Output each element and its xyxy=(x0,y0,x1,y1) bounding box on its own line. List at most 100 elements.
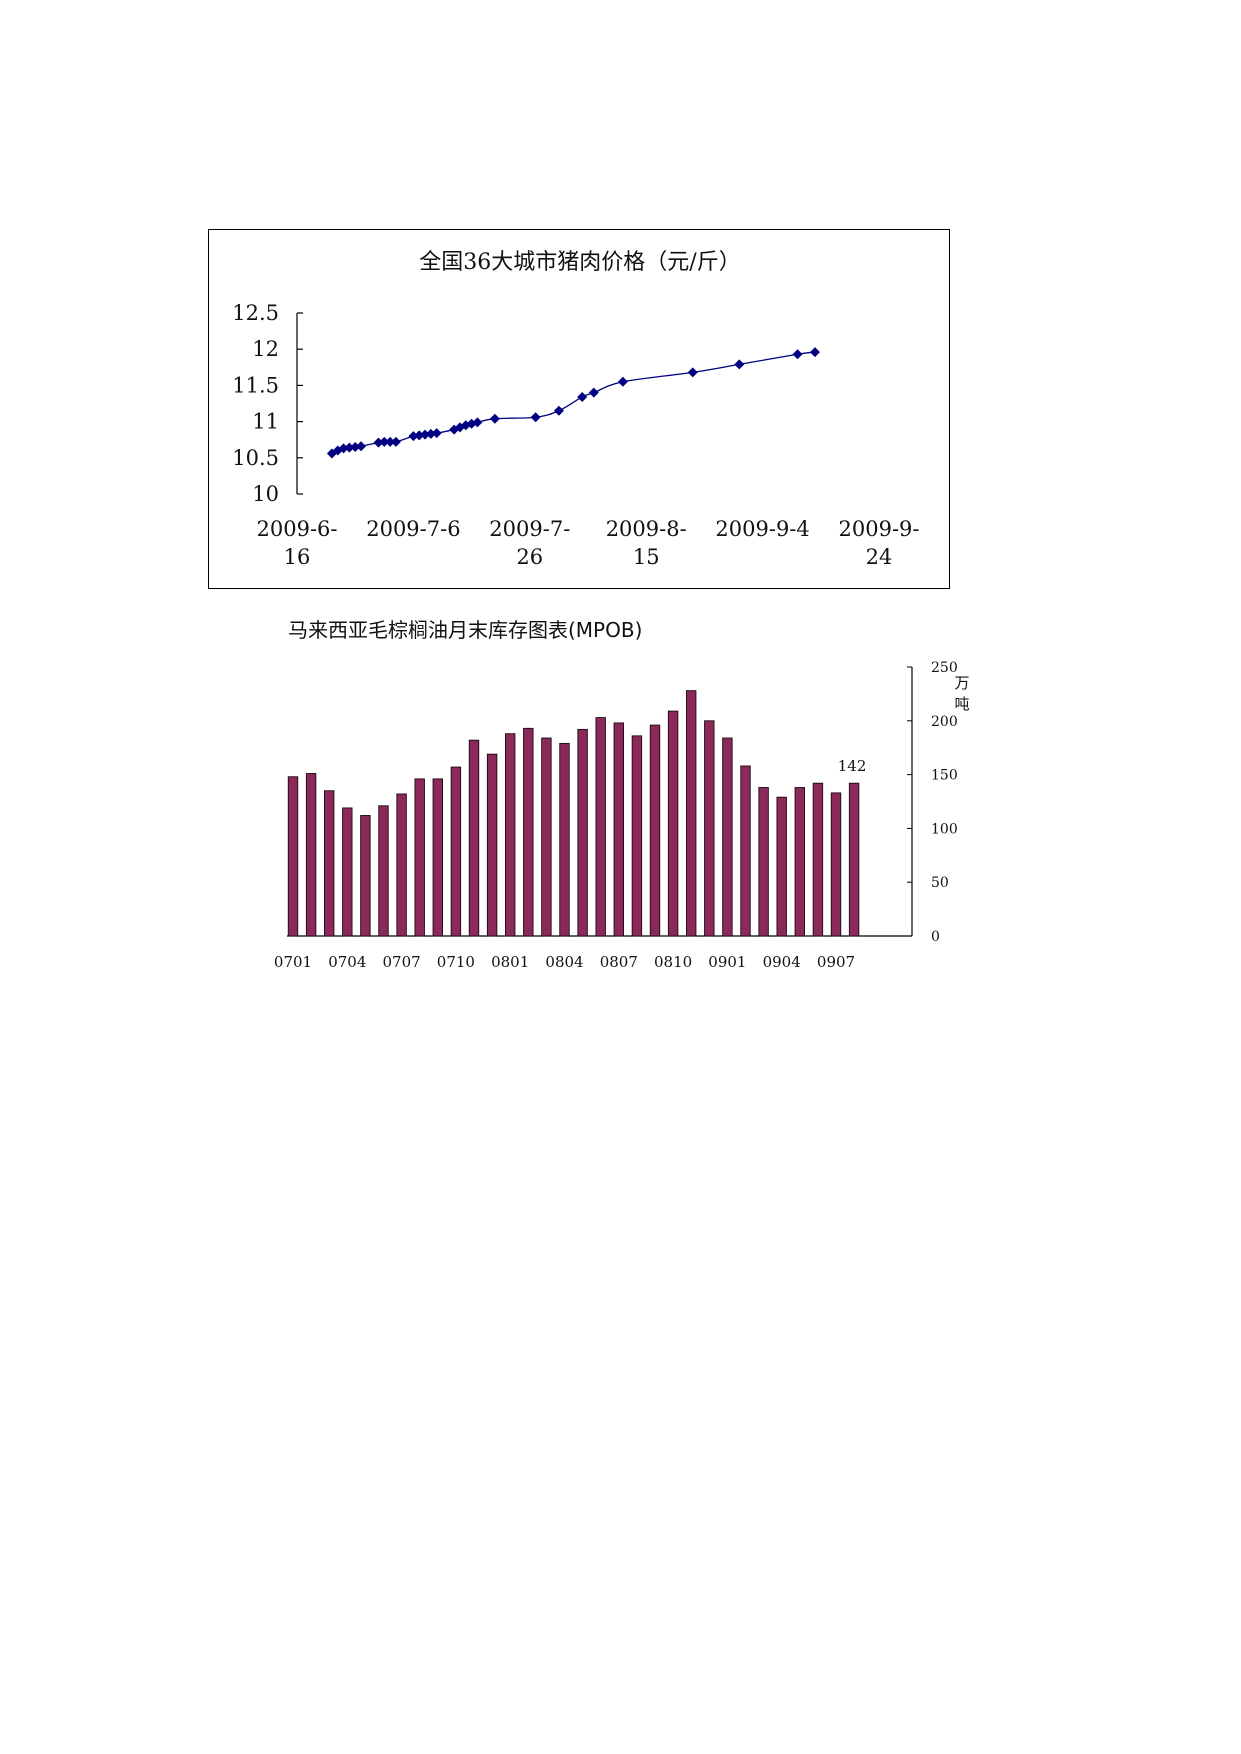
data-point xyxy=(687,367,698,378)
y-tick-label: 12.5 xyxy=(232,301,279,325)
unit-label: 吨 xyxy=(954,695,969,713)
x-tick-label: 0901 xyxy=(708,953,746,971)
data-point xyxy=(414,430,425,441)
data-point xyxy=(379,436,390,447)
bar xyxy=(631,735,643,937)
bar xyxy=(323,790,335,937)
bar xyxy=(559,742,570,937)
bar xyxy=(486,753,498,937)
data-point xyxy=(449,424,460,435)
data-point xyxy=(425,428,436,439)
x-tick-label: 0810 xyxy=(654,953,692,971)
x-tick-label: 0907 xyxy=(817,953,855,971)
bar xyxy=(613,722,624,937)
x-tick-label: 16 xyxy=(284,545,311,569)
bar xyxy=(848,782,860,937)
bar xyxy=(523,727,534,937)
data-point xyxy=(373,437,384,448)
y-tick-label: 10 xyxy=(252,482,279,506)
chart-title: 马来西亚毛棕榈油月末库存图表(MPOB) xyxy=(288,618,643,642)
bar xyxy=(577,728,588,937)
x-tick-label: 0701 xyxy=(274,953,312,971)
bar xyxy=(649,724,661,937)
data-point xyxy=(617,376,628,387)
bar xyxy=(740,765,751,937)
bar xyxy=(378,805,389,937)
data-point xyxy=(454,422,465,433)
pork-price-plot: 12.5 12 11.5 11 10.5 10 2009-6- 16 2009-7-6 2009-… xyxy=(232,301,920,569)
bar xyxy=(686,690,697,937)
bar xyxy=(667,710,679,937)
x-tick-label: 0710 xyxy=(437,953,475,971)
data-point xyxy=(734,359,745,370)
bar xyxy=(704,720,715,937)
bar xyxy=(776,796,787,937)
bar xyxy=(360,815,371,937)
bar xyxy=(758,787,769,937)
x-tick-label: 0904 xyxy=(763,953,801,971)
data-point xyxy=(472,417,483,428)
y-tick-label: 12 xyxy=(252,337,279,361)
bar xyxy=(794,787,805,937)
data-point xyxy=(390,436,401,447)
data-point xyxy=(792,349,803,360)
data-point xyxy=(350,441,361,452)
y-tick-label: 0 xyxy=(931,929,940,945)
bar xyxy=(722,737,733,937)
x-tick-label: 2009-9- xyxy=(839,517,920,541)
bar xyxy=(432,778,444,937)
bar xyxy=(504,733,516,937)
bar xyxy=(541,737,552,937)
data-point xyxy=(553,405,564,416)
bar xyxy=(450,766,462,937)
bar xyxy=(287,776,299,937)
palm-oil-inventory-plot: 250 200 150 100 50 0 万吨 0701 0704 0707 0710 0801 080… xyxy=(274,660,970,971)
data-label: 142 xyxy=(838,757,867,775)
data-point xyxy=(420,429,431,440)
bar xyxy=(414,778,425,937)
bar xyxy=(468,739,480,937)
x-tick-label: 24 xyxy=(866,545,893,569)
y-tick-label: 150 xyxy=(931,768,958,784)
data-point xyxy=(530,412,541,423)
unit-label: 万 xyxy=(954,674,969,692)
x-tick-label: 2009-6- xyxy=(257,517,338,541)
x-tick-label: 26 xyxy=(516,545,543,569)
x-tick-label: 0707 xyxy=(383,953,421,971)
data-point xyxy=(431,428,442,439)
y-tick-label: 11 xyxy=(252,410,279,434)
x-tick-label: 2009-7- xyxy=(489,517,570,541)
data-point xyxy=(338,443,349,454)
x-tick-label: 0804 xyxy=(545,953,583,971)
chart-title: 全国36大城市猪肉价格（元/斤） xyxy=(419,250,741,275)
data-point xyxy=(408,431,419,442)
bar xyxy=(396,793,407,937)
x-tick-label: 0704 xyxy=(328,953,366,971)
data-point xyxy=(588,387,599,398)
y-tick-label: 100 xyxy=(931,821,958,837)
pork-price-chart: 全国36大城市猪肉价格（元/斤） 12.5 12 11.5 11 10.5 10 2009-… xyxy=(208,229,950,589)
data-point xyxy=(385,436,396,447)
x-tick-label: 2009-9-4 xyxy=(715,517,809,541)
bar xyxy=(342,807,353,937)
bar xyxy=(830,792,842,937)
bar xyxy=(595,717,606,937)
data-point xyxy=(344,442,355,453)
series-line xyxy=(331,351,816,455)
x-tick-label: 0807 xyxy=(600,953,638,971)
y-tick-label: 10.5 xyxy=(232,446,279,470)
y-tick-label: 50 xyxy=(931,875,949,891)
data-point xyxy=(489,413,500,424)
x-tick-label: 2009-7-6 xyxy=(366,517,460,541)
data-point xyxy=(809,347,820,358)
data-point xyxy=(577,391,588,402)
x-tick-label: 0801 xyxy=(491,953,529,971)
data-point xyxy=(356,441,367,452)
bar xyxy=(305,773,317,937)
y-tick-label: 250 xyxy=(931,660,958,676)
y-tick-label: 11.5 xyxy=(232,373,279,397)
y-tick-label: 200 xyxy=(931,714,958,730)
x-tick-label: 15 xyxy=(633,545,660,569)
x-tick-label: 2009-8- xyxy=(606,517,687,541)
bar xyxy=(812,782,824,937)
